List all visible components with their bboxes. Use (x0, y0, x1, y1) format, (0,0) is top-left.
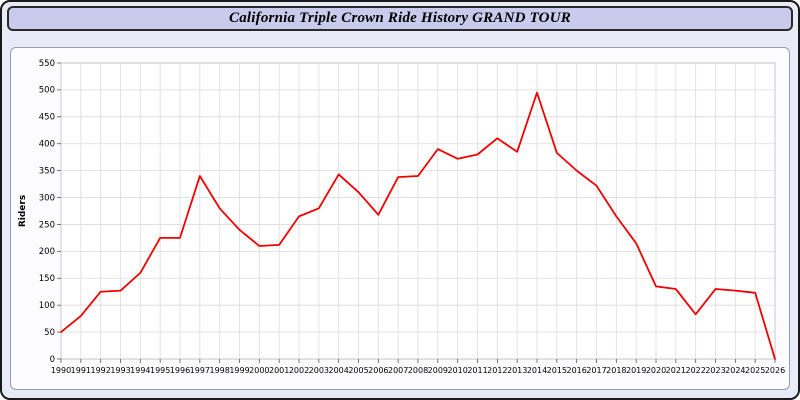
svg-text:2011: 2011 (467, 366, 487, 375)
svg-text:1996: 1996 (170, 366, 190, 375)
svg-text:2018: 2018 (606, 366, 626, 375)
svg-text:1999: 1999 (229, 366, 249, 375)
svg-text:550: 550 (39, 59, 55, 69)
svg-text:1990: 1990 (51, 366, 71, 375)
svg-text:2019: 2019 (626, 366, 646, 375)
svg-text:2020: 2020 (646, 366, 666, 375)
svg-text:350: 350 (39, 166, 55, 176)
svg-text:2014: 2014 (527, 366, 547, 375)
svg-text:1998: 1998 (209, 366, 229, 375)
x-tick-labels: 1990 1991 1992 1993 1994 1995 1996 1997 1998 1999… (51, 359, 785, 375)
svg-text:2005: 2005 (348, 366, 368, 375)
svg-text:2025: 2025 (745, 366, 765, 375)
svg-text:2001: 2001 (269, 366, 289, 375)
svg-text:2003: 2003 (309, 366, 329, 375)
svg-text:2023: 2023 (705, 366, 725, 375)
svg-text:2022: 2022 (685, 366, 705, 375)
svg-text:500: 500 (39, 86, 55, 96)
svg-text:2015: 2015 (547, 366, 567, 375)
svg-text:50: 50 (44, 328, 55, 338)
svg-text:2008: 2008 (408, 366, 428, 375)
chart-title: California Triple Crown Ride History GRA… (229, 10, 571, 26)
svg-text:1991: 1991 (71, 366, 91, 375)
y-tick-labels: 0 50 100 150 200 250 300 350 400 450 500 550 (39, 59, 61, 365)
svg-text:2007: 2007 (388, 366, 408, 375)
svg-text:2017: 2017 (586, 366, 606, 375)
svg-text:1992: 1992 (90, 366, 110, 375)
svg-text:2012: 2012 (487, 366, 507, 375)
svg-text:2013: 2013 (507, 366, 527, 375)
gridlines (60, 62, 776, 360)
svg-text:100: 100 (39, 301, 55, 311)
svg-text:1997: 1997 (190, 366, 210, 375)
svg-text:250: 250 (39, 220, 55, 230)
svg-text:0: 0 (50, 355, 55, 365)
svg-text:2024: 2024 (725, 366, 745, 375)
svg-text:200: 200 (39, 247, 55, 257)
title-bar: California Triple Crown Ride History GRA… (7, 6, 793, 31)
svg-text:450: 450 (39, 113, 55, 123)
svg-text:1995: 1995 (150, 366, 170, 375)
svg-text:2004: 2004 (328, 366, 348, 375)
svg-text:2010: 2010 (447, 366, 467, 375)
y-axis-label: Riders (18, 195, 28, 227)
svg-text:2021: 2021 (666, 366, 686, 375)
svg-text:1994: 1994 (130, 366, 150, 375)
svg-text:2000: 2000 (249, 366, 269, 375)
data-line-riders (60, 91, 776, 360)
svg-text:2026: 2026 (765, 366, 785, 375)
svg-text:1993: 1993 (110, 366, 130, 375)
svg-text:2002: 2002 (289, 366, 309, 375)
svg-text:2016: 2016 (566, 366, 586, 375)
svg-text:2009: 2009 (428, 366, 448, 375)
svg-text:2006: 2006 (368, 366, 388, 375)
svg-text:150: 150 (39, 274, 55, 284)
svg-text:400: 400 (39, 140, 55, 150)
svg-text:300: 300 (39, 193, 55, 203)
chart-panel: 0 50 100 150 200 250 300 350 400 450 500 550 1990 199… (10, 47, 790, 390)
